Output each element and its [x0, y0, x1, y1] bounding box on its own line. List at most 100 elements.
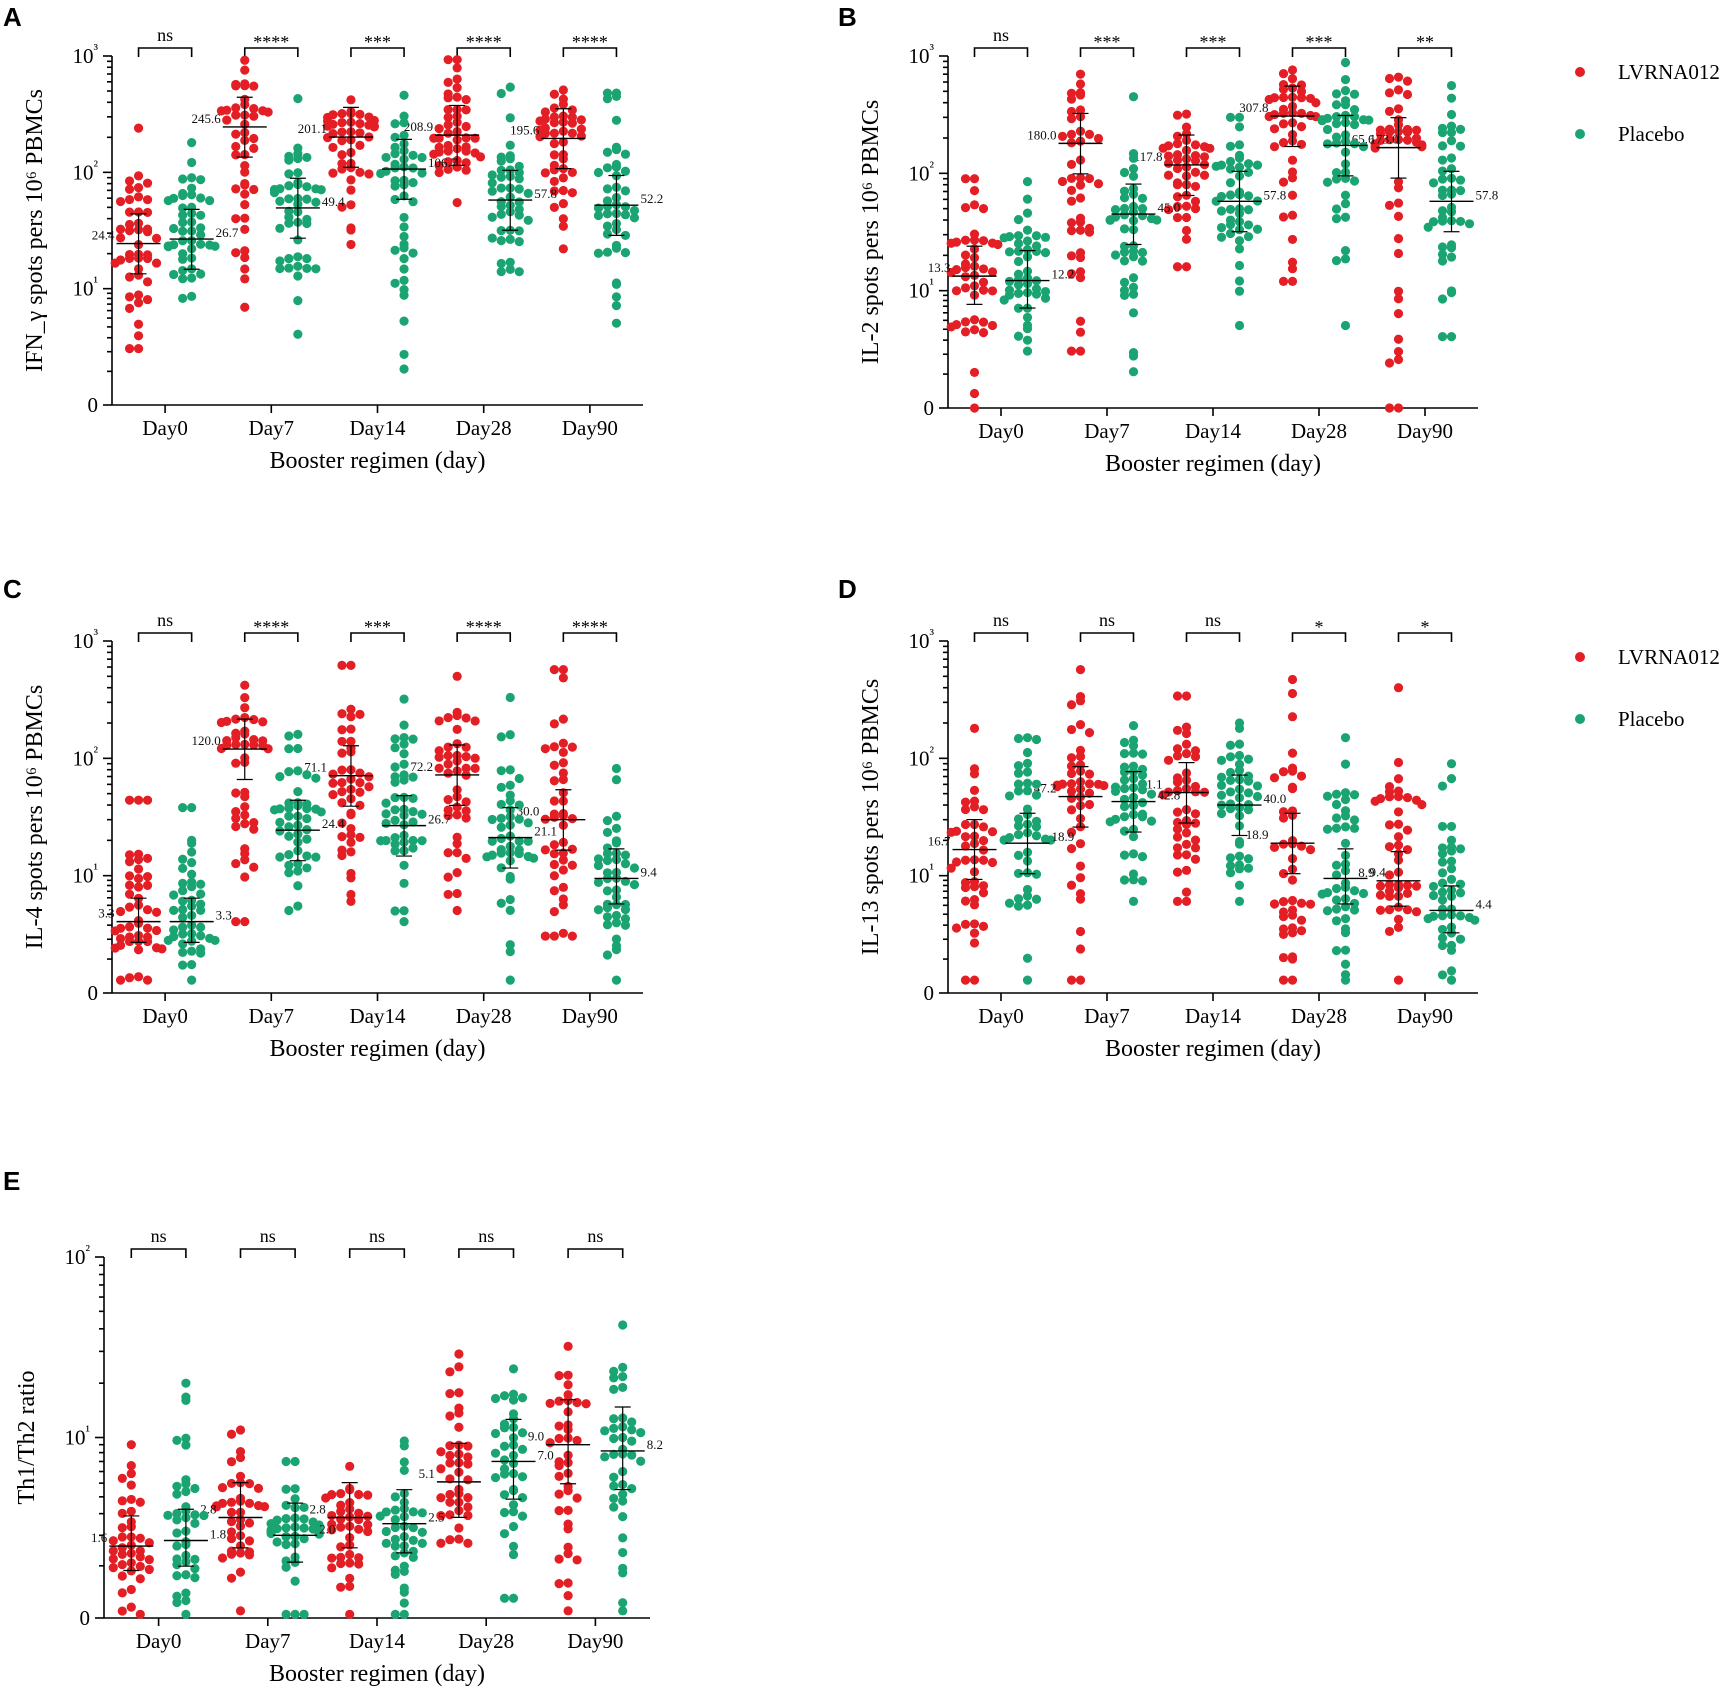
data-point-placebo — [636, 1456, 646, 1466]
data-point-lvrna012 — [463, 1510, 473, 1521]
data-point-placebo — [284, 218, 294, 228]
data-point-lvrna012 — [549, 931, 559, 941]
data-point-placebo — [1128, 896, 1139, 907]
data-point-lvrna012 — [567, 844, 577, 854]
data-point-placebo — [1031, 246, 1042, 257]
data-point-lvrna012 — [558, 714, 568, 724]
data-point-placebo — [611, 279, 622, 289]
data-point-lvrna012 — [355, 109, 365, 119]
data-point-placebo — [302, 254, 312, 264]
data-point-placebo — [1119, 748, 1130, 759]
data-point-placebo — [1234, 140, 1245, 150]
x-axis-label: Booster regimen (day) — [270, 448, 486, 474]
data-point-placebo — [290, 1484, 300, 1494]
data-point-placebo — [290, 1609, 300, 1619]
data-point-placebo — [1331, 100, 1342, 110]
legend-label: Placebo — [1618, 122, 1684, 146]
data-point-lvrna012 — [554, 1554, 564, 1564]
data-point-lvrna012 — [235, 1452, 246, 1463]
data-point-placebo — [1331, 789, 1342, 799]
data-point-lvrna012 — [1075, 173, 1086, 183]
data-point-placebo — [1013, 850, 1024, 860]
data-point-placebo — [496, 209, 506, 220]
data-point-lvrna012 — [549, 840, 559, 850]
data-point-placebo — [302, 194, 312, 204]
data-point-placebo — [600, 1426, 610, 1436]
data-point-placebo — [1446, 332, 1457, 342]
data-point-lvrna012 — [1287, 190, 1298, 200]
data-point-lvrna012 — [244, 1498, 255, 1508]
data-point-lvrna012 — [226, 1573, 237, 1583]
data-point-lvrna012 — [443, 105, 453, 115]
data-point-lvrna012 — [1181, 234, 1192, 244]
data-point-lvrna012 — [558, 673, 568, 683]
data-point-lvrna012 — [558, 214, 568, 224]
data-point-placebo — [275, 817, 285, 827]
data-point-lvrna012 — [558, 221, 568, 231]
data-point-lvrna012 — [960, 819, 971, 830]
x-axis-label: Booster regimen (day) — [1105, 451, 1321, 477]
data-point-lvrna012 — [1066, 844, 1077, 854]
data-point-placebo — [620, 248, 631, 258]
data-point-placebo — [1013, 830, 1024, 840]
significance-bracket — [567, 1248, 624, 1258]
data-point-placebo — [1446, 252, 1457, 262]
data-point-lvrna012 — [117, 1473, 127, 1483]
data-point-placebo — [290, 1494, 300, 1504]
data-point-lvrna012 — [345, 1558, 355, 1568]
data-point-lvrna012 — [124, 922, 135, 932]
data-point-placebo — [1225, 178, 1236, 188]
data-point-placebo — [1340, 320, 1351, 331]
data-point-lvrna012 — [1172, 155, 1183, 165]
data-point-lvrna012 — [960, 882, 971, 893]
data-point-lvrna012 — [549, 719, 559, 729]
data-point-lvrna012 — [549, 859, 559, 870]
data-point-lvrna012 — [434, 763, 444, 773]
data-point-lvrna012 — [1099, 781, 1109, 791]
data-point-placebo — [196, 922, 206, 932]
data-point-placebo — [293, 168, 303, 178]
data-point-lvrna012 — [960, 832, 971, 842]
data-point-placebo — [381, 152, 391, 163]
data-point-lvrna012 — [1172, 824, 1183, 834]
data-point-lvrna012 — [226, 1429, 237, 1439]
data-point-lvrna012 — [1287, 155, 1298, 165]
data-point-placebo — [408, 197, 418, 207]
data-point-placebo — [390, 119, 400, 129]
data-point-lvrna012 — [429, 133, 439, 143]
data-point-placebo — [187, 960, 197, 970]
median-label: 26.7 — [428, 812, 451, 827]
data-point-placebo — [1331, 89, 1342, 99]
data-point-lvrna012 — [443, 872, 453, 882]
data-point-placebo — [487, 814, 497, 825]
data-point-placebo — [316, 807, 326, 817]
data-point-placebo — [178, 254, 188, 264]
data-point-lvrna012 — [1172, 262, 1183, 272]
data-point-placebo — [611, 918, 622, 928]
data-point-placebo — [1004, 898, 1015, 908]
data-point-lvrna012 — [567, 860, 577, 870]
data-point-placebo — [593, 877, 604, 887]
data-point-placebo — [1234, 260, 1245, 271]
data-point-lvrna012 — [337, 777, 347, 788]
data-point-placebo — [390, 743, 400, 753]
data-point-placebo — [1022, 194, 1033, 204]
significance-label: ns — [1099, 610, 1115, 630]
data-point-placebo — [187, 847, 197, 857]
data-point-lvrna012 — [978, 264, 989, 274]
data-point-placebo — [514, 267, 524, 277]
data-point-lvrna012 — [1075, 327, 1086, 337]
data-point-lvrna012 — [572, 1555, 582, 1565]
data-point-placebo — [1216, 206, 1227, 216]
data-point-lvrna012 — [1402, 793, 1413, 803]
data-point-lvrna012 — [249, 81, 259, 91]
data-point-placebo — [178, 217, 188, 228]
data-point-placebo — [1437, 294, 1448, 304]
data-point-placebo — [618, 1606, 628, 1616]
data-point-lvrna012 — [1066, 779, 1077, 789]
data-point-lvrna012 — [1278, 929, 1289, 940]
data-point-placebo — [293, 859, 303, 869]
data-point-placebo — [1437, 332, 1448, 342]
data-point-lvrna012 — [567, 105, 577, 115]
data-point-lvrna012 — [463, 1452, 473, 1462]
